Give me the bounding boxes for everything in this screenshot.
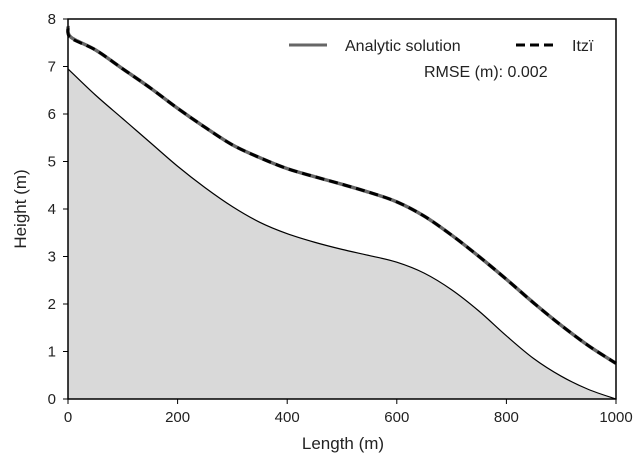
legend: Analytic solution Itzï RMSE (m): 0.002	[289, 38, 594, 81]
y-tick-label: 3	[48, 249, 56, 266]
y-tick-label: 5	[48, 154, 56, 171]
x-tick-label: 800	[494, 409, 519, 426]
bed-fill	[68, 68, 616, 399]
y-tick-label: 7	[48, 59, 56, 76]
bed-line	[67, 68, 617, 400]
y-tick-label: 1	[48, 344, 56, 361]
y-axis-label: Height (m)	[11, 169, 30, 248]
x-axis-label: Length (m)	[302, 434, 384, 453]
x-tick-label: 1000	[599, 409, 632, 426]
y-tick-label: 8	[48, 11, 56, 28]
x-axis-ticks: 0 200 400 600 800 1000	[64, 399, 633, 426]
x-tick-label: 400	[275, 409, 300, 426]
legend-label-itzi: Itzï	[572, 38, 594, 55]
series-line-itz	[66, 28, 617, 365]
y-tick-label: 0	[48, 391, 56, 408]
x-tick-label: 200	[165, 409, 190, 426]
y-tick-label: 4	[48, 201, 56, 218]
y-axis-ticks: 0 1 2 3 4 5 6 7 8	[48, 11, 68, 408]
y-tick-label: 6	[48, 106, 56, 123]
x-tick-label: 600	[384, 409, 409, 426]
x-tick-label: 0	[64, 409, 72, 426]
rmse-annotation: RMSE (m): 0.002	[424, 64, 548, 81]
legend-label-analytic-solution: Analytic solution	[345, 38, 461, 55]
y-tick-label: 2	[48, 296, 56, 313]
